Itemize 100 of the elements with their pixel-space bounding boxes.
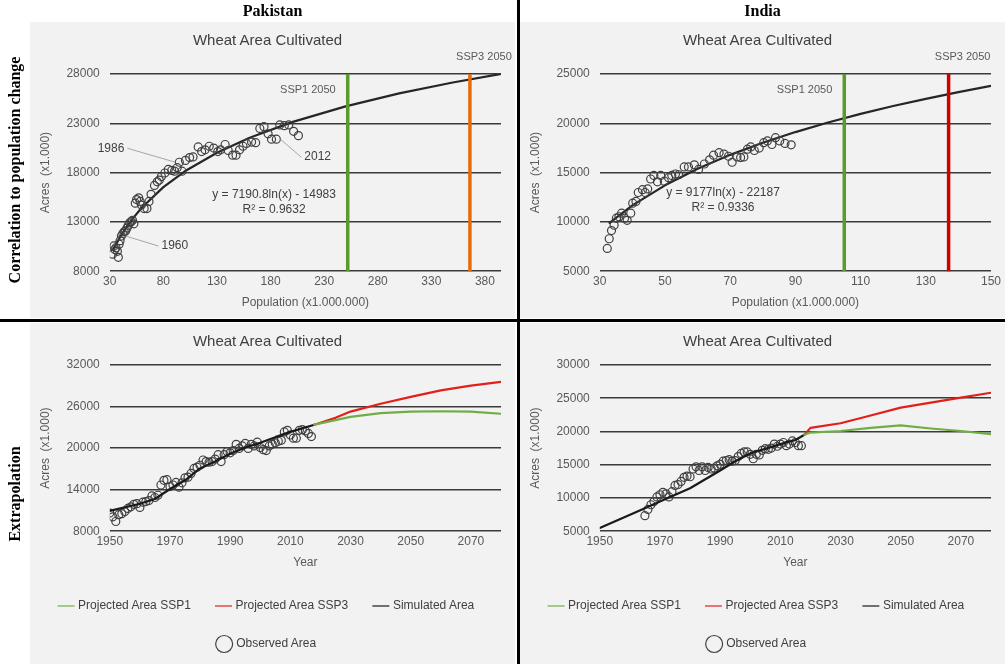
annotation: y = 7190.8ln(x) - 14983 [212, 186, 337, 201]
text: Correlation to population change [6, 56, 25, 284]
point [694, 465, 704, 476]
point [604, 234, 614, 244]
ref-line-label: SSP1 2050 [776, 83, 833, 96]
y-axis-title: Acres (x1.000) [37, 131, 52, 214]
x-tick-label: 2010 [766, 533, 795, 548]
point [714, 148, 724, 158]
point [748, 454, 758, 464]
y-axis-title: Acres (x1.000) [527, 131, 542, 214]
point [689, 160, 699, 170]
point [780, 138, 790, 149]
text: Pakistan [242, 2, 303, 20]
x-tick-label: 2050 [397, 533, 425, 548]
y-tick-label: 15000 [556, 164, 591, 179]
y-tick-label: 14000 [66, 481, 101, 496]
x-tick-label: 1990 [216, 533, 244, 548]
x-tick-label: 1970 [646, 533, 674, 548]
point [770, 133, 781, 143]
x-tick-label: 130 [206, 273, 228, 288]
legend-label: Simulated Area [882, 598, 965, 613]
point [617, 208, 627, 218]
y-axis-title: Acres (x1.000) [37, 407, 52, 489]
point [693, 164, 704, 175]
y-tick-label: 13000 [66, 214, 101, 229]
point [643, 184, 653, 194]
x-axis-title: Year [293, 555, 318, 570]
point [767, 139, 777, 150]
point [643, 504, 653, 514]
point [626, 208, 636, 218]
x-axis-title: Population (x1.000.000) [731, 295, 860, 310]
legend-label: Observed Area [236, 636, 317, 651]
point [667, 170, 677, 181]
point [609, 220, 619, 230]
x-tick-label: 2070 [457, 533, 485, 548]
x-tick-label: 180 [260, 273, 281, 288]
point [652, 177, 663, 187]
legend-label: Projected Area SSP1 [78, 598, 192, 613]
x-tick-label: 110 [851, 273, 871, 288]
x-tick-label: 90 [788, 273, 803, 288]
y-tick-label: 32000 [66, 357, 101, 372]
y-tick-label: 20000 [556, 115, 591, 130]
annotation: 1960 [161, 238, 189, 253]
y-tick-label: 10000 [556, 214, 591, 229]
annotation: R² = 0.9336 [691, 200, 755, 215]
annotation: 2012 [304, 149, 332, 164]
ref-line-label: SSP3 2050 [456, 49, 512, 62]
point [786, 140, 796, 150]
annotation: 1986 [97, 140, 125, 155]
annotation: y = 9177ln(x) - 22187 [666, 184, 781, 199]
y-tick-label: 28000 [66, 66, 101, 81]
point [708, 150, 719, 160]
x-tick-label: 330 [421, 273, 442, 288]
point [746, 142, 756, 152]
point [742, 144, 753, 154]
point [679, 162, 689, 172]
point [754, 143, 764, 153]
legend-label: Observed Area [726, 636, 807, 651]
y-tick-label: 26000 [66, 398, 101, 413]
x-tick-label: 70 [723, 273, 738, 288]
x-tick-label: 2010 [276, 533, 305, 548]
point [602, 243, 612, 254]
x-tick-label: 80 [156, 273, 171, 288]
point [674, 170, 684, 180]
x-tick-label: 2030 [337, 533, 365, 548]
x-axis-title: Population (x1.000.000) [241, 295, 370, 310]
x-tick-label: 2030 [827, 533, 855, 548]
x-tick-label: 30 [103, 273, 117, 288]
x-tick-label: 380 [474, 273, 496, 288]
text: Extrapolation [6, 445, 24, 542]
point [697, 462, 707, 472]
legend-label: Projected Area SSP1 [568, 598, 682, 613]
chart-title: Wheat Area Cultivated [192, 31, 343, 49]
point [683, 162, 694, 172]
ref-line-label: SSP1 2050 [280, 83, 336, 96]
x-tick-label: 2050 [887, 533, 915, 548]
x-tick-label: 30 [593, 273, 607, 288]
point [775, 136, 785, 146]
y-axis-title: Acres (x1.000) [527, 407, 542, 489]
chart-title: Wheat Area Cultivated [682, 31, 833, 49]
ref-line-label: SSP3 2050 [934, 49, 991, 62]
point [640, 511, 650, 521]
point [727, 157, 737, 167]
y-tick-label: 20000 [556, 423, 591, 438]
chart-title: Wheat Area Cultivated [192, 332, 343, 350]
point [656, 170, 666, 181]
point [705, 155, 715, 165]
point [633, 187, 643, 198]
x-tick-label: 280 [367, 273, 389, 288]
y-tick-label: 23000 [66, 115, 101, 130]
x-axis-title: Year [783, 555, 808, 570]
point [659, 176, 669, 186]
chart-title: Wheat Area Cultivated [682, 332, 833, 350]
y-tick-label: 15000 [556, 457, 591, 472]
annotation: R² = 0.9632 [242, 202, 306, 217]
x-tick-label: 2070 [947, 533, 975, 548]
y-tick-label: 25000 [556, 66, 591, 81]
y-tick-label: 10000 [556, 490, 591, 505]
point [649, 170, 659, 181]
point [719, 149, 729, 159]
